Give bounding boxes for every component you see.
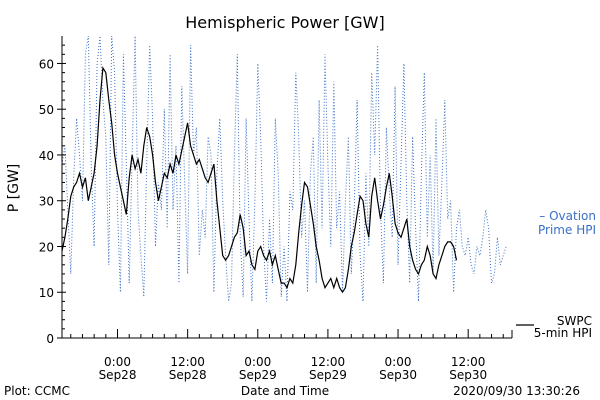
x-tick-date-label: Sep29	[239, 368, 277, 382]
legend-label-ovation: – Ovation	[539, 209, 596, 223]
x-tick-time-label: 0:00	[385, 355, 412, 369]
plot-source-note: Plot: CCMC	[4, 384, 70, 398]
x-tick-time-label: 12:00	[311, 355, 346, 369]
x-tick-time-label: 0:00	[104, 355, 131, 369]
y-tick-label: 30	[39, 195, 54, 209]
x-tick-date-label: Sep29	[309, 368, 347, 382]
chart-title: Hemispheric Power [GW]	[185, 13, 384, 32]
legend-label-swpc: 5-min HPI	[534, 326, 592, 340]
y-axis-label: P [GW]	[6, 164, 22, 213]
x-tick-time-label: 12:00	[451, 355, 486, 369]
x-tick-time-label: 0:00	[244, 355, 271, 369]
series-line-swpc-5-min-hpi	[61, 66, 458, 294]
y-tick-label: 40	[39, 149, 54, 163]
x-tick-date-label: Sep30	[379, 368, 417, 382]
x-tick-date-label: Sep28	[169, 368, 207, 382]
series-line-ovation-prime-hpi	[61, 35, 507, 302]
y-tick-label: 10	[39, 286, 54, 300]
plot-series-layer	[61, 35, 507, 302]
legend-label-swpc: SWPC	[557, 314, 592, 328]
x-tick-date-label: Sep28	[99, 368, 137, 382]
y-tick-label: 50	[39, 103, 54, 117]
x-tick-date-label: Sep30	[449, 368, 487, 382]
y-tick-label: 60	[39, 57, 54, 71]
x-tick-time-label: 12:00	[170, 355, 205, 369]
plot-timestamp: 2020/09/30 13:30:26	[453, 384, 580, 398]
x-axis-label: Date and Time	[241, 384, 329, 398]
y-tick-label: 20	[39, 240, 54, 254]
legend-label-ovation: Prime HPI	[538, 223, 596, 237]
y-tick-label: 0	[46, 332, 54, 346]
plot-axes-layer: 01020304050600:00Sep2812:00Sep280:00Sep2…	[39, 36, 513, 382]
